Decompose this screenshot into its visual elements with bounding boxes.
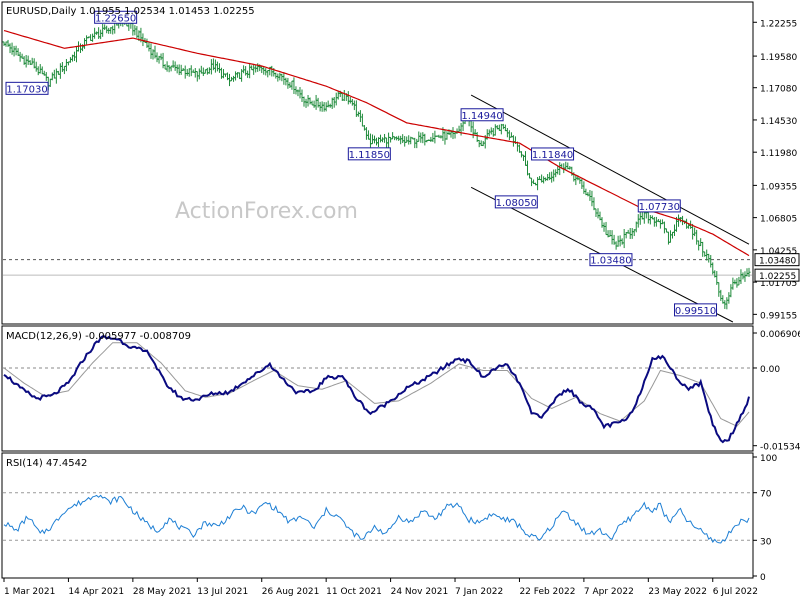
rsi-y-tick-label: 70 <box>760 490 772 500</box>
price-layer: 1.22650 1.17030 1.11850 1.14940 1.11840 1.080… <box>2 10 800 323</box>
price-label-box <box>674 303 718 317</box>
x-axis: 1 Mar 2021 14 Apr 2021 28 May 2021 13 Jul 2… <box>3 578 758 597</box>
x-tick-label: 11 Oct 2021 <box>326 587 382 597</box>
x-tick-label: 24 Nov 2021 <box>391 587 449 597</box>
price-y-tick-label: 1.06805 <box>760 215 797 225</box>
price-label-text: 1.07730 <box>639 202 680 213</box>
macd-panel-frame <box>1 325 754 452</box>
price-label-text: 1.11850 <box>349 150 390 161</box>
watermark: ActionForex.com <box>175 199 358 224</box>
moving-average-line <box>3 30 750 257</box>
price-label-text: 1.08050 <box>496 198 537 209</box>
price-label-text: 0.99510 <box>675 306 716 317</box>
price-label-box <box>460 108 504 122</box>
x-tick-label: 6 Jul 2022 <box>713 587 758 597</box>
price-label-text: 1.17030 <box>6 84 47 95</box>
x-tick-label: 13 Jul 2021 <box>197 587 248 597</box>
price-label: 1.03480 <box>589 253 633 267</box>
macd-y-tick-label: 0.00 <box>760 365 780 375</box>
macd-y-tick-label: -0.015348 <box>760 443 800 453</box>
x-tick-label: 7 Jan 2022 <box>455 587 503 597</box>
price-label-box <box>637 199 681 213</box>
symbol-header: EURUSD,Daily 1.01955 1.02534 1.01453 1.0… <box>6 6 255 17</box>
price-y-tick-label: 1.14530 <box>760 117 797 127</box>
reference-level-marker-box <box>754 253 800 267</box>
x-tick-label: 28 May 2021 <box>133 587 192 597</box>
current-price-marker-box <box>754 268 800 282</box>
price-label-text: 1.03480 <box>590 256 631 267</box>
price-label: 1.11840 <box>531 147 575 161</box>
rsi-layer: 100 70 30 0 <box>3 454 777 583</box>
rsi-title: RSI(14) 47.4542 <box>6 458 87 469</box>
x-tick-label: 22 Feb 2022 <box>519 587 575 597</box>
x-tick-label: 26 Aug 2021 <box>262 587 320 597</box>
price-y-tick-label: 1.19580 <box>760 53 797 63</box>
x-tick-label: 1 Mar 2021 <box>4 587 55 597</box>
price-label-box <box>5 81 49 95</box>
macd-line <box>3 335 750 444</box>
price-label: 1.17030 <box>5 81 49 95</box>
price-label: 1.07730 <box>637 199 681 213</box>
price-y-tick-label: 1.11980 <box>760 149 797 159</box>
reference-level-marker-text: 1.03480 <box>759 257 796 267</box>
price-y-tick-label: 1.22255 <box>760 19 797 29</box>
price-label-box <box>589 253 633 267</box>
price-label-box <box>347 147 391 161</box>
price-y-tick-label: 1.17080 <box>760 85 797 95</box>
x-tick-label: 7 Apr 2022 <box>584 587 634 597</box>
rsi-y-tick-label: 30 <box>760 537 772 547</box>
price-label: 1.11850 <box>347 147 391 161</box>
price-label: 1.14940 <box>460 108 504 122</box>
current-price-marker-text: 1.02255 <box>759 272 796 282</box>
price-label-box <box>531 147 575 161</box>
price-y-tick-label: 1.01705 <box>760 279 797 289</box>
reference-level-marker: 1.03480 <box>754 253 800 267</box>
current-price-marker: 1.02255 <box>754 268 800 282</box>
macd-signal-line <box>3 342 750 427</box>
price-y-tick-label: 0.99155 <box>760 311 797 321</box>
rsi-line <box>3 494 750 544</box>
x-tick-label: 14 Apr 2021 <box>68 587 124 597</box>
price-label-box <box>494 195 538 209</box>
price-label: 0.99510 <box>674 303 718 317</box>
price-y-tick-label: 1.09355 <box>760 182 797 192</box>
x-tick-label: 23 May 2022 <box>648 587 707 597</box>
channel-upper-line <box>470 94 750 245</box>
price-panel-frame <box>1 1 754 325</box>
price-label-text: 1.22650 <box>95 13 136 24</box>
price-label-text: 1.14940 <box>461 111 502 122</box>
price-y-tick-label: 1.04255 <box>760 247 797 257</box>
rsi-y-tick-label: 0 <box>760 573 766 583</box>
ohlc-bar <box>747 267 751 278</box>
macd-layer: 0.006906 0.00 -0.015348 <box>3 330 800 453</box>
price-label: 1.08050 <box>494 195 538 209</box>
price-label-text: 1.11840 <box>532 150 573 161</box>
macd-y-tick-label: 0.006906 <box>760 330 800 340</box>
price-label-box <box>94 10 138 24</box>
price-label: 1.22650 <box>94 10 138 24</box>
rsi-panel-frame <box>1 452 754 579</box>
rsi-y-tick-label: 100 <box>760 454 777 464</box>
macd-title: MACD(12,26,9) -0.005977 -0.008709 <box>6 331 191 342</box>
